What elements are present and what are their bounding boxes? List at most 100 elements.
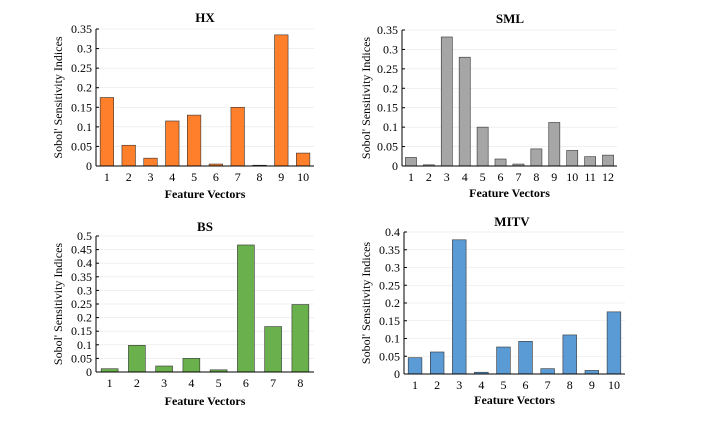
y-tick-label: 0.3 — [77, 42, 92, 56]
y-axis-label: Sobol' Sensitivity Indices — [359, 242, 373, 364]
x-tick-label: 9 — [551, 170, 557, 184]
y-tick-label: 0.05 — [377, 140, 398, 154]
y-tick-label: 0.2 — [385, 296, 400, 310]
x-tick-label: 1 — [104, 170, 110, 184]
bar-3 — [155, 365, 173, 373]
x-tick-label: 3 — [161, 376, 167, 390]
y-tick-label: 0.45 — [71, 243, 92, 257]
x-tick-label: 9 — [589, 378, 595, 392]
chart-hx: 0 0.05 0.1 0.15 0.2 0.25 0.3 0.35 1 2 3 4 5 6 7 8 9 10 HX F… — [51, 10, 314, 201]
bar-6 — [518, 341, 533, 375]
bar-4 — [182, 358, 201, 373]
chart-title: HX — [195, 10, 215, 25]
bar-3 — [440, 36, 453, 167]
bar-3 — [452, 239, 467, 375]
chart-bs: 00.050.10.150.20.250.30.350.40.450.5 1 2 3 4… — [51, 219, 314, 408]
y-tick-label: 0.1 — [77, 120, 92, 134]
bar-2 — [429, 351, 445, 375]
bar-9 — [548, 122, 561, 167]
y-tick-label: 0.25 — [71, 61, 92, 75]
x-tick-label: 8 — [257, 170, 263, 184]
bar-5 — [187, 114, 202, 167]
x-tick-label: 5 — [480, 170, 486, 184]
bar-8 — [562, 334, 577, 375]
bar-11 — [584, 156, 596, 167]
bar-7 — [230, 106, 245, 167]
x-tick-label: 10 — [297, 170, 309, 184]
x-tick-label: 2 — [134, 376, 140, 390]
y-tick-label: 0.1 — [383, 120, 398, 134]
y-tick-label: 0.05 — [71, 351, 92, 365]
x-tick-label: 2 — [434, 378, 440, 392]
x-tick-label: 4 — [169, 170, 175, 184]
x-tick-label: 4 — [188, 376, 194, 390]
bar-3 — [143, 157, 158, 167]
y-tick-label: 0.15 — [379, 314, 400, 328]
y-tick-label: 0 — [86, 365, 92, 379]
x-tick-label: 8 — [567, 378, 573, 392]
y-tick-label: 0.3 — [77, 283, 92, 297]
y-tick-label: 0.35 — [71, 22, 92, 36]
bar-6 — [237, 244, 255, 373]
y-tick-label: 0.35 — [377, 23, 398, 37]
bar-2 — [128, 345, 146, 373]
bar-8 — [530, 148, 543, 167]
chart-mitv: 0 0.05 0.1 0.15 0.2 0.25 0.3 0.35 0.4 1 2 3 4 5 6 7 8 9 10… — [359, 214, 625, 407]
y-tick-label: 0.25 — [377, 62, 398, 76]
x-tick-label: 9 — [278, 170, 284, 184]
x-tick-label: 7 — [515, 170, 521, 184]
y-tick-label: 0.15 — [71, 100, 92, 114]
chart-sml: 00.050.10.150.20.250.30.351 2 3 4 5 6 7 8 9 10 11 1… — [359, 11, 617, 200]
x-tick-label: 1 — [408, 170, 414, 184]
x-tick-label: 5 — [191, 170, 197, 184]
chart-title: BS — [197, 219, 213, 234]
y-axis-label: Sobol' Sensitivity Indices — [51, 243, 65, 365]
y-tick-label: 0 — [392, 159, 398, 173]
y-tick-label: 0.5 — [77, 229, 92, 243]
bar-10 — [606, 311, 622, 375]
bar-1 — [405, 157, 417, 167]
x-tick-label: 6 — [498, 170, 504, 184]
bar-1 — [99, 97, 114, 167]
bar-4 — [165, 120, 180, 167]
x-tick-label: 8 — [533, 170, 539, 184]
bar-8 — [291, 304, 310, 373]
y-tick-label: 0.3 — [385, 261, 400, 275]
y-tick-label: 0.2 — [77, 81, 92, 95]
x-tick-label: 6 — [523, 378, 529, 392]
x-tick-label: 10 — [566, 170, 578, 184]
y-tick-label: 0.35 — [71, 270, 92, 284]
x-axis-label: Feature Vectors — [165, 187, 246, 201]
x-tick-label: 3 — [444, 170, 450, 184]
charts-container: 00.050.10.150.20.250.30.351 2 3 4 5 6 7 8 9 10HXF… — [51, 10, 625, 408]
bar-10 — [566, 150, 579, 167]
y-axis-label: Sobol' Sensitivity Indices — [359, 37, 373, 159]
y-tick-label: 0 — [394, 367, 400, 381]
chart-title: MITV — [494, 214, 530, 229]
bar-12 — [602, 154, 614, 167]
y-tick-label: 0.25 — [379, 278, 400, 292]
y-tick-label: 0.3 — [383, 42, 398, 56]
y-tick-label: 0.1 — [385, 332, 400, 346]
x-tick-label: 6 — [243, 376, 249, 390]
y-tick-label: 0.35 — [379, 243, 400, 257]
x-tick-label: 12 — [602, 170, 614, 184]
x-tick-label: 10 — [608, 378, 620, 392]
bar-7 — [264, 326, 282, 373]
bar-10 — [296, 152, 311, 167]
bar-1 — [407, 357, 423, 375]
x-axis-label: Feature Vectors — [474, 393, 555, 407]
x-tick-label: 3 — [456, 378, 462, 392]
x-tick-label: 11 — [584, 170, 596, 184]
x-tick-label: 4 — [478, 378, 484, 392]
x-tick-label: 5 — [500, 378, 506, 392]
bar-7 — [540, 368, 555, 375]
x-tick-label: 3 — [148, 170, 154, 184]
bar-2 — [121, 144, 136, 167]
y-tick-label: 0.05 — [71, 139, 92, 153]
chart-title: SML — [496, 11, 525, 26]
x-tick-label: 7 — [270, 376, 276, 390]
x-tick-label: 6 — [213, 170, 219, 184]
bar-5 — [496, 346, 511, 375]
